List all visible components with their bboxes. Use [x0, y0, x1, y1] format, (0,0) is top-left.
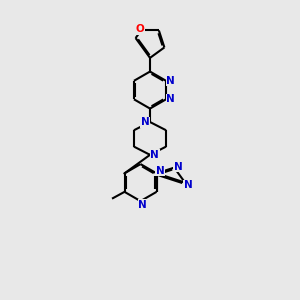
Text: N: N [156, 166, 165, 176]
Text: N: N [166, 94, 175, 104]
Text: O: O [136, 24, 144, 34]
Text: N: N [138, 200, 147, 210]
Text: N: N [150, 150, 159, 160]
Text: N: N [166, 76, 175, 86]
Text: N: N [174, 162, 183, 172]
Text: N: N [184, 180, 193, 190]
Text: N: N [141, 117, 150, 127]
